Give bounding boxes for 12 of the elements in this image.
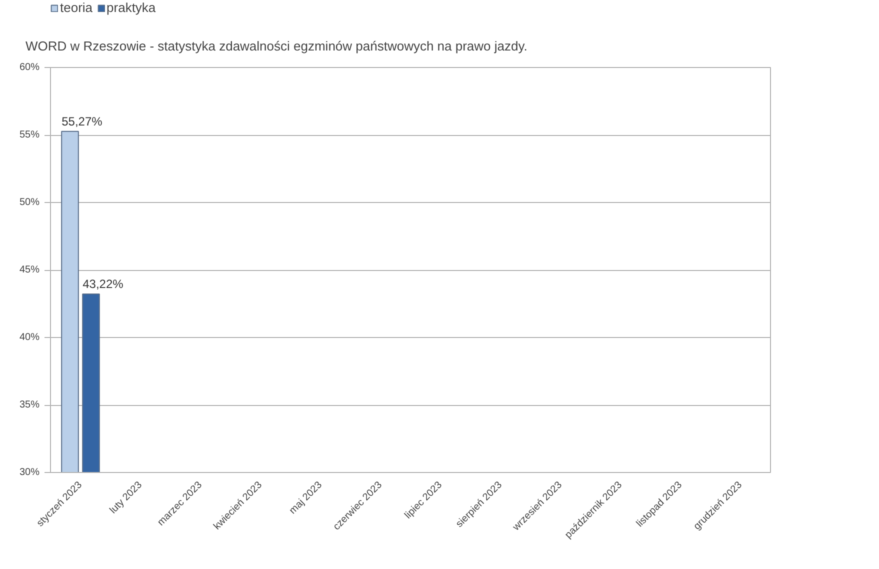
y-tick-label: 35%: [19, 400, 40, 410]
data-label: 43,22%: [82, 277, 124, 292]
y-tick-label: 55%: [19, 130, 40, 140]
chart-title: WORD w Rzeszowie - statystyka zdawalności egzminów państwowych na prawo jazdy.: [26, 38, 528, 54]
y-tick-label: 30%: [19, 467, 40, 478]
y-tick-label: 50%: [19, 197, 40, 208]
legend-label: teoria: [60, 0, 93, 15]
y-tick-label: 60%: [19, 62, 40, 73]
y-tick-label: 45%: [19, 264, 40, 276]
data-label: 55,27%: [62, 114, 103, 128]
legend-label: praktyka: [106, 0, 156, 15]
y-tick-label: 40%: [19, 332, 40, 343]
